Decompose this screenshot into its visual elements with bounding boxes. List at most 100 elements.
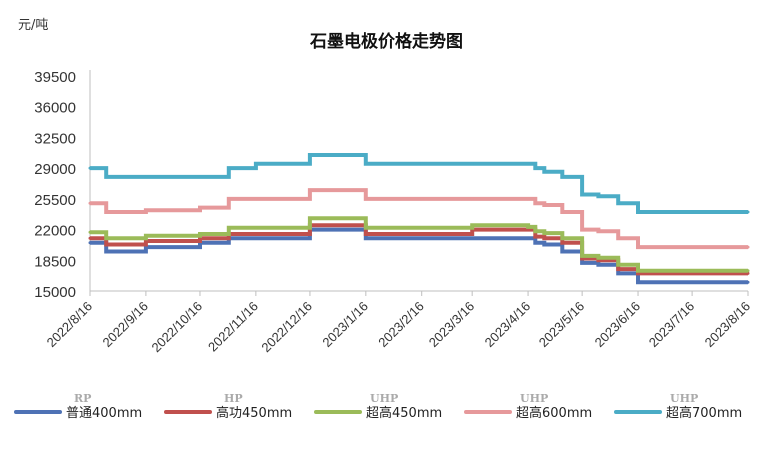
y-tick-label: 15000 xyxy=(34,284,76,301)
data-point xyxy=(420,226,424,230)
legend-grade-label: UHP xyxy=(520,392,549,405)
x-tick-label: 2022/12/16 xyxy=(258,299,315,356)
data-point xyxy=(227,166,231,170)
data-point xyxy=(616,201,620,205)
data-point xyxy=(364,162,368,166)
legend-label: 超高700mm xyxy=(666,406,743,421)
data-point xyxy=(308,216,312,220)
data-point xyxy=(353,228,357,232)
legend-grade-label: HP xyxy=(224,392,243,405)
data-point xyxy=(88,201,92,205)
data-point xyxy=(580,254,584,258)
data-point xyxy=(364,236,368,240)
data-point xyxy=(560,236,564,240)
legend-swatch xyxy=(314,410,362,414)
data-point xyxy=(420,162,424,166)
legend-swatch xyxy=(14,410,62,414)
data-point xyxy=(580,193,584,196)
data-point xyxy=(636,269,640,273)
data-point xyxy=(533,166,537,170)
data-point xyxy=(580,261,584,265)
data-point xyxy=(364,232,368,236)
data-point xyxy=(227,197,231,201)
x-tick-label: 2023/8/16 xyxy=(702,299,754,351)
data-point xyxy=(746,210,750,214)
data-point xyxy=(254,197,258,201)
data-point xyxy=(596,194,600,198)
x-tick-label: 2023/1/16 xyxy=(319,299,371,351)
data-point xyxy=(88,230,92,234)
chart-title: 石墨电极价格走势图 xyxy=(310,32,463,52)
data-point xyxy=(198,232,202,236)
data-point xyxy=(690,245,694,249)
data-point xyxy=(254,162,258,166)
data-point xyxy=(560,210,564,214)
x-tick-label: 2023/6/16 xyxy=(592,299,644,351)
series-line-2 xyxy=(90,223,748,276)
data-point xyxy=(636,210,640,214)
data-point xyxy=(690,280,694,284)
legend-label: 超高600mm xyxy=(516,406,593,421)
data-point xyxy=(459,232,463,236)
legend-grade-label: UHP xyxy=(370,392,399,405)
y-tick-label: 25500 xyxy=(34,192,76,209)
data-point xyxy=(596,263,600,267)
data-point xyxy=(542,203,546,207)
data-point xyxy=(636,245,640,249)
legend-swatch xyxy=(464,410,512,414)
data-point xyxy=(227,226,231,230)
data-point xyxy=(470,162,474,166)
y-tick-label: 18500 xyxy=(34,253,76,270)
legend-label: 超高450mm xyxy=(366,406,443,421)
data-point xyxy=(104,243,108,246)
data-point xyxy=(254,226,258,230)
data-point xyxy=(420,197,424,201)
data-point xyxy=(459,236,463,240)
data-point xyxy=(746,280,750,284)
data-point xyxy=(533,229,537,233)
data-point xyxy=(636,280,640,284)
data-point xyxy=(88,166,92,170)
data-point xyxy=(104,236,108,240)
data-point xyxy=(560,250,564,253)
data-point xyxy=(560,241,564,245)
data-point xyxy=(420,236,424,240)
data-point xyxy=(526,225,530,229)
data-point xyxy=(144,234,148,238)
legend-label: 高功450mm xyxy=(216,406,293,421)
x-tick-label: 2023/4/16 xyxy=(482,299,534,351)
data-point xyxy=(459,162,463,166)
data-point xyxy=(364,226,368,230)
data-point xyxy=(542,231,546,235)
data-point xyxy=(353,216,357,220)
data-point xyxy=(420,232,424,236)
data-point xyxy=(533,235,537,239)
data-point xyxy=(198,175,202,179)
data-point xyxy=(542,243,546,246)
y-axis-unit-label: 元/吨 xyxy=(18,18,49,33)
data-point xyxy=(353,153,357,157)
data-point xyxy=(616,263,620,267)
data-point xyxy=(254,236,258,240)
x-tick-label: 2023/3/16 xyxy=(426,299,478,351)
data-point xyxy=(690,269,694,273)
legend-swatch xyxy=(164,410,212,414)
data-point xyxy=(616,236,620,240)
x-tick-label: 2022/11/16 xyxy=(205,299,261,355)
data-point xyxy=(533,241,537,245)
data-point xyxy=(526,197,530,201)
y-tick-label: 36000 xyxy=(34,100,76,117)
series-line-3 xyxy=(90,216,748,273)
y-tick-label: 32500 xyxy=(34,130,76,147)
x-tick-label: 2023/7/16 xyxy=(646,299,698,351)
data-point xyxy=(88,236,92,240)
data-point xyxy=(542,170,546,174)
data-point xyxy=(746,245,750,249)
data-point xyxy=(144,208,148,212)
data-point xyxy=(580,228,584,232)
series-line-5 xyxy=(90,153,748,214)
data-point xyxy=(144,175,148,179)
x-tick-label: 2022/9/16 xyxy=(99,299,151,351)
